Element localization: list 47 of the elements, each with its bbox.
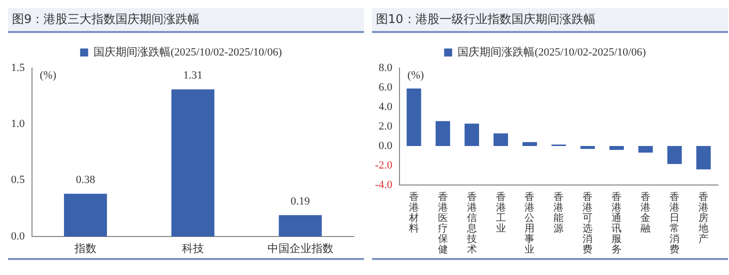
x-tick-label: 香港通讯服务 xyxy=(612,190,622,256)
y-tick-label: 0.5 xyxy=(11,174,26,186)
x-tick-label: 香港材料 xyxy=(408,190,419,234)
bar xyxy=(667,146,682,164)
y-tick-label: 2.0 xyxy=(378,120,393,132)
bar xyxy=(638,146,653,153)
x-tick-label: 香港房地产 xyxy=(698,190,709,245)
data-label: 0.38 xyxy=(76,174,96,186)
x-tick-label: 香港金融 xyxy=(640,190,651,234)
bar xyxy=(436,121,450,146)
bar xyxy=(580,146,595,149)
x-tick-label: 香港医疗保健 xyxy=(438,190,448,256)
y-tick-label: 4.0 xyxy=(378,100,393,113)
annotation: (%) xyxy=(40,69,57,82)
bar xyxy=(406,88,422,146)
x-tick-label: 科技 xyxy=(182,243,204,256)
x-tick-label: 香港日常消费 xyxy=(670,190,680,256)
y-tick-label: -4.0 xyxy=(374,178,393,191)
x-tick-label: 香港信息技术 xyxy=(466,190,477,256)
bar xyxy=(64,194,107,236)
bar xyxy=(696,146,711,170)
bar xyxy=(494,133,508,146)
legend-label: 国庆期间涨跌幅(2025/10/02-2025/10/06) xyxy=(458,45,646,58)
chart-title: 图9：港股三大指数国庆期间涨跌幅 xyxy=(8,8,364,33)
data-label: 0.19 xyxy=(290,196,310,208)
chart-title: 图10：港股一级行业指数国庆期间涨跌幅 xyxy=(372,8,728,33)
annotation: (%) xyxy=(407,69,424,82)
y-tick-label: -2.0 xyxy=(374,159,393,172)
y-tick-label: 0.0 xyxy=(378,140,393,152)
bar xyxy=(278,215,322,236)
y-tick-label: 1.0 xyxy=(11,118,26,130)
x-tick-label: 香港能源 xyxy=(554,190,564,234)
bar xyxy=(464,124,480,146)
x-tick-label: 香港工业 xyxy=(496,190,506,234)
bar xyxy=(171,89,214,236)
x-tick-label: 中国企业指数 xyxy=(267,242,334,256)
bar xyxy=(522,142,537,146)
y-tick-label: 1.5 xyxy=(11,62,26,74)
legend-label: 国庆期间涨跌幅(2025/10/02-2025/10/06) xyxy=(94,45,282,58)
data-label: 1.31 xyxy=(183,70,202,82)
y-tick-label: 0.0 xyxy=(11,230,26,242)
x-tick-label: 香港可选消费 xyxy=(582,190,593,256)
x-tick-label: 香港公用事业 xyxy=(524,190,535,256)
y-tick-label: 6.0 xyxy=(378,81,393,94)
x-tick-label: 指数 xyxy=(73,243,96,256)
y-tick-label: 8.0 xyxy=(378,62,393,74)
bar xyxy=(609,146,624,150)
